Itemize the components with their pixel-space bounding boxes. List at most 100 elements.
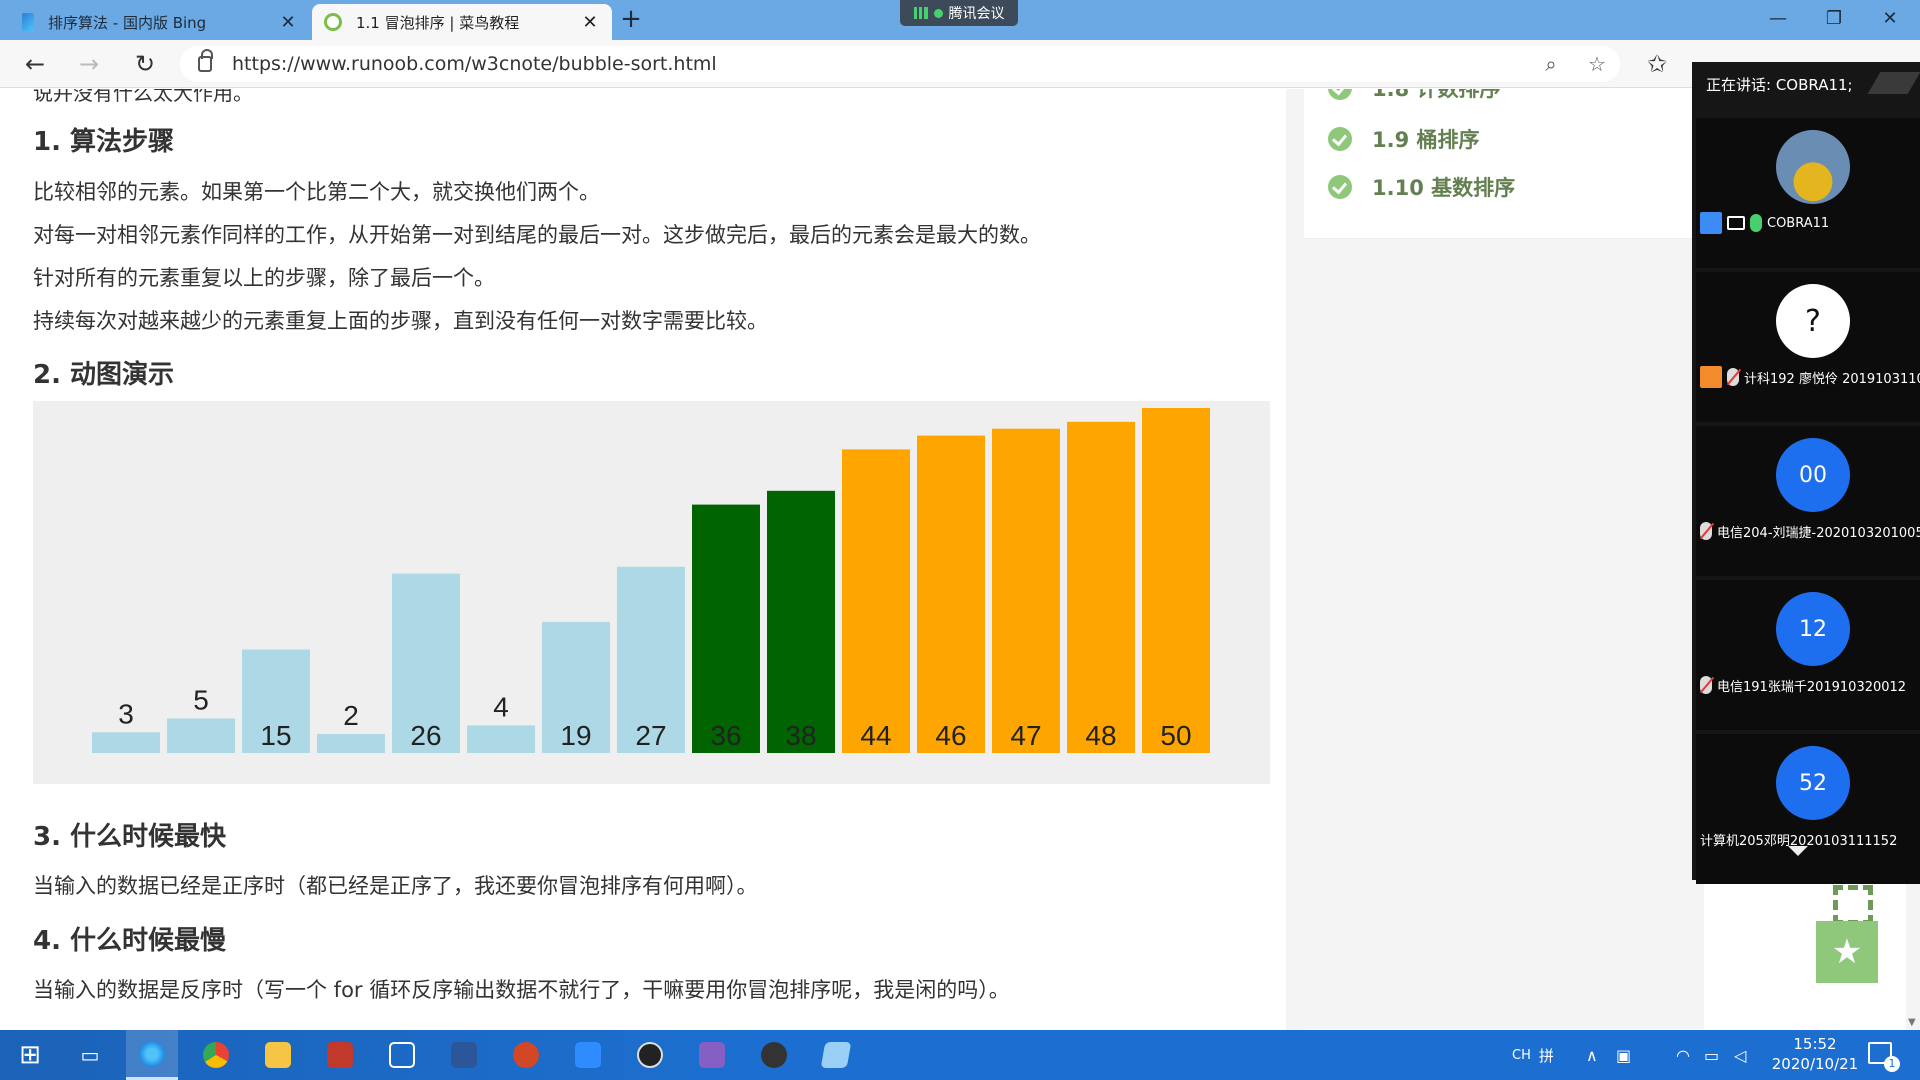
taskbar-app[interactable] [314,1030,366,1080]
task-view-button[interactable]: ▭ [64,1030,116,1080]
avatar: 12 [1776,592,1850,666]
clock-date: 2020/10/21 [1771,1055,1859,1073]
tray-app-icon[interactable]: ▣ [1616,1045,1632,1065]
wifi-icon[interactable]: ◠ [1676,1045,1690,1065]
taskbar-word[interactable] [438,1030,490,1080]
sidebar-item-label: 1.8 计数排序 [1372,89,1501,101]
taskbar-file-explorer[interactable] [252,1030,304,1080]
clock[interactable]: 15:52 2020/10/21 [1750,1034,1880,1074]
close-icon[interactable]: ✕ [582,11,598,33]
participant-name: 计算机205邓明2020103111152 [1700,833,1898,849]
participant-tile[interactable]: 12 电信191张瑞千201910320012 [1696,580,1920,730]
restore-button[interactable]: ❐ [1825,7,1843,29]
taskbar-app[interactable] [810,1030,862,1080]
participant-name: 计科192 廖悦伶 20191031102 [1744,371,1920,387]
clipped-text: 说并没有什么太大作用。 [33,89,253,105]
screen-share-icon [1727,216,1745,230]
taskbar-chrome[interactable] [190,1030,242,1080]
sidebar-item-radix-sort[interactable]: 1.10 基数排序 [1328,172,1515,202]
host-user-icon [1700,212,1722,234]
sidebar-item-bucket-sort[interactable]: 1.9 桶排序 [1328,124,1480,154]
bar-label: 15 [260,720,291,751]
tab-bing[interactable]: 排序算法 - 国内版 Bing ✕ [10,4,310,40]
battery-icon[interactable]: ▭ [1704,1045,1720,1065]
signal-icon [913,7,928,19]
bar-44 [842,449,910,753]
scroll-down-arrow-icon[interactable] [1788,846,1808,856]
address-bar[interactable]: https://www.runoob.com/w3cnote/bubble-so… [180,46,1620,82]
start-button[interactable]: ⊞ [4,1030,56,1080]
article: 说并没有什么太大作用。 1. 算法步骤 比较相邻的元素。如果第一个比第二个大，就… [16,89,1286,1030]
minimize-button[interactable]: — [1769,7,1787,29]
volume-icon[interactable]: ◁ [1734,1045,1747,1065]
refresh-button[interactable]: ↻ [134,50,156,78]
bar-label: 50 [1160,720,1191,751]
word-icon [451,1042,477,1068]
tab-runoob[interactable]: 1.1 冒泡排序 | 菜鸟教程 ✕ [312,4,612,40]
step-line: 持续每次对越来越少的元素重复上面的步骤，直到没有任何一对数字需要比较。 [33,309,768,333]
taskbar-app[interactable] [376,1030,428,1080]
participant-tile[interactable]: COBRA11 [1696,118,1920,268]
participant-tile[interactable]: 52 计算机205邓明2020103111152 [1696,734,1920,884]
visual-studio-icon [699,1042,725,1068]
scroll-down-arrow-icon[interactable]: ▼ [1908,1017,1916,1028]
bar-19 [542,621,610,753]
speaking-indicator: 正在讲话: COBRA11; [1706,76,1853,94]
ime-indicator[interactable]: CH 拼 [1512,1030,1554,1080]
taskbar-visual-studio[interactable] [686,1030,738,1080]
forward-button[interactable]: → [78,50,100,78]
sidebar-background [1304,239,1704,1029]
task-view-icon: ▭ [80,1043,100,1067]
microphone-muted-icon [1727,368,1739,386]
folder-icon [265,1042,291,1068]
taskbar-app[interactable] [748,1030,800,1080]
microphone-muted-icon [1700,522,1712,540]
bar-label: 4 [493,691,509,722]
sidebar-item-counting-sort[interactable]: 1.8 计数排序 [1328,89,1501,103]
zoom-icon[interactable]: ⌕ [1545,52,1557,76]
participant-name-row: 电信204-刘瑞捷-2020103201005 [1700,520,1920,542]
sidebar-toc: 1.8 计数排序 1.9 桶排序 1.10 基数排序 [1304,89,1704,239]
notification-center-icon[interactable]: 1 [1868,1042,1900,1072]
bubble-sort-animation: 3 5 15 2 26 4 19 27 36 38 44 46 47 48 50 [33,401,1270,784]
bar-label: 2 [343,700,359,731]
tab-title: 排序算法 - 国内版 Bing [48,13,207,32]
close-window-button[interactable]: ✕ [1882,7,1898,29]
status-dot-icon [933,8,943,18]
meeting-panel: 正在讲话: COBRA11; COBRA11 ? 计科192 廖悦伶 20191… [1692,62,1920,884]
bookmark-star-button[interactable]: ★ [1816,921,1878,983]
participant-name: 电信191张瑞千201910320012 [1717,679,1907,695]
check-icon [1328,89,1352,100]
taskbar-powerpoint[interactable] [500,1030,552,1080]
taskbar-tencent-meeting[interactable] [562,1030,614,1080]
taskbar-edge[interactable] [126,1030,178,1080]
heading-algorithm-steps: 1. 算法步骤 [33,127,175,157]
collapse-panel-icon[interactable] [1867,72,1920,94]
bar-36 [692,504,760,753]
ime-language: CH [1512,1047,1531,1063]
bar-5 [167,718,235,753]
notification-count: 1 [1884,1056,1900,1072]
back-button[interactable]: ← [24,50,46,78]
avatar: ? [1776,284,1850,358]
participant-tile[interactable]: ? 计科192 廖悦伶 20191031102 [1696,272,1920,422]
meeting-badge[interactable]: 腾讯会议 [900,0,1018,26]
participant-name-row: 电信191张瑞千201910320012 [1700,674,1920,696]
bar-3 [92,732,160,753]
user-icon [1700,366,1722,388]
bar-48 [1067,421,1135,753]
bar-15 [242,649,310,753]
tray-expand-icon[interactable]: ∧ [1586,1045,1598,1065]
close-icon[interactable]: ✕ [280,11,296,33]
favorites-icon[interactable]: ✩ [1646,50,1668,78]
check-icon [1328,127,1352,151]
participant-tile[interactable]: 00 电信204-刘瑞捷-2020103201005 [1696,426,1920,576]
bar-26 [392,573,460,753]
step-line: 比较相邻的元素。如果第一个比第二个大，就交换他们两个。 [33,180,600,204]
new-tab-button[interactable]: + [620,4,642,34]
favorite-star-icon[interactable]: ☆ [1588,52,1606,76]
bar-chart: 3 5 15 2 26 4 19 27 36 38 44 46 47 48 50 [92,408,1210,753]
bar-label: 47 [1010,720,1041,751]
taskbar-obs[interactable] [624,1030,676,1080]
clock-time: 15:52 [1793,1035,1837,1053]
